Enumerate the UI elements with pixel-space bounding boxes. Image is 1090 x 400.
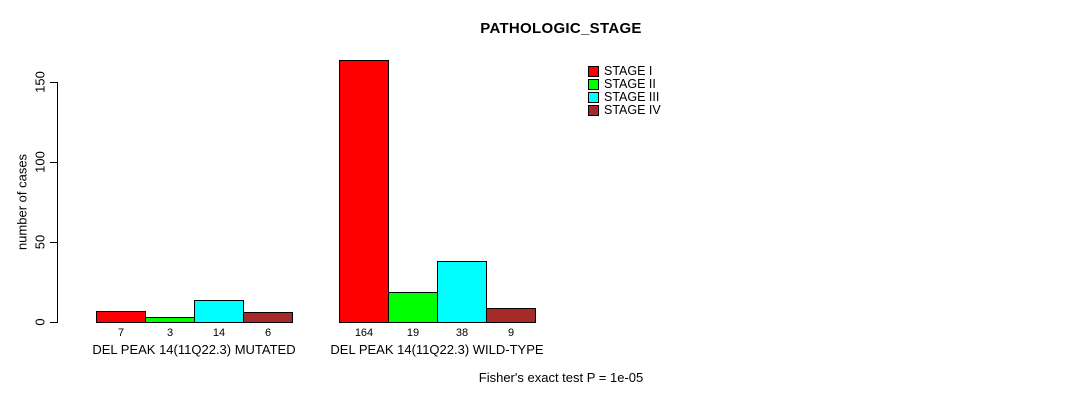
bar-stage-i-del-peak-14-11q22-3-mutated — [96, 311, 146, 323]
chart-title: PATHOLOGIC_STAGE — [480, 20, 642, 37]
bar-stage-iv-del-peak-14-11q22-3-mutated — [243, 312, 293, 323]
bar-value-label: 14 — [212, 327, 226, 339]
legend-label: STAGE I — [604, 64, 653, 78]
bar-value-label: 19 — [406, 327, 420, 339]
legend-swatch-stage-iii — [588, 92, 599, 103]
y-tick-label: 100 — [32, 151, 48, 173]
legend-item-stage-i: STAGE I — [588, 65, 661, 78]
legend-item-stage-ii: STAGE II — [588, 78, 661, 91]
x-category-label: DEL PEAK 14(11Q22.3) MUTATED — [92, 342, 296, 357]
legend-swatch-stage-ii — [588, 79, 599, 90]
legend-label: STAGE II — [604, 77, 656, 91]
legend-swatch-stage-iv — [588, 105, 599, 116]
y-axis-label: number of cases — [14, 153, 30, 251]
y-tick — [50, 242, 57, 243]
bar-stage-iii-del-peak-14-11q22-3-wild-type — [437, 261, 487, 323]
legend-label: STAGE IV — [604, 103, 661, 117]
legend-label: STAGE III — [604, 90, 660, 104]
y-tick — [50, 322, 57, 323]
bar-value-label: 38 — [455, 327, 469, 339]
legend: STAGE I STAGE II STAGE III STAGE IV — [588, 65, 661, 117]
y-tick-label: 0 — [32, 318, 48, 326]
y-axis-line — [57, 82, 58, 323]
bar-stage-i-del-peak-14-11q22-3-wild-type — [339, 60, 389, 323]
y-tick-label: 150 — [32, 71, 48, 93]
y-tick — [50, 82, 57, 83]
bar-value-label: 6 — [264, 327, 272, 339]
stats-annotation: Fisher's exact test P = 1e-05 — [478, 370, 644, 385]
x-category-label: DEL PEAK 14(11Q22.3) WILD-TYPE — [330, 342, 544, 357]
bar-stage-ii-del-peak-14-11q22-3-mutated — [145, 317, 195, 323]
y-tick — [50, 162, 57, 163]
bar-value-label: 9 — [507, 327, 515, 339]
legend-item-stage-iv: STAGE IV — [588, 104, 661, 117]
bar-value-label: 3 — [166, 327, 174, 339]
legend-swatch-stage-i — [588, 66, 599, 77]
legend-item-stage-iii: STAGE III — [588, 91, 661, 104]
bar-stage-iii-del-peak-14-11q22-3-mutated — [194, 300, 244, 323]
bar-value-label: 164 — [354, 327, 374, 339]
bar-stage-iv-del-peak-14-11q22-3-wild-type — [486, 308, 536, 323]
bar-stage-ii-del-peak-14-11q22-3-wild-type — [388, 292, 438, 323]
y-tick-label: 50 — [32, 234, 48, 250]
bar-value-label: 7 — [117, 327, 125, 339]
